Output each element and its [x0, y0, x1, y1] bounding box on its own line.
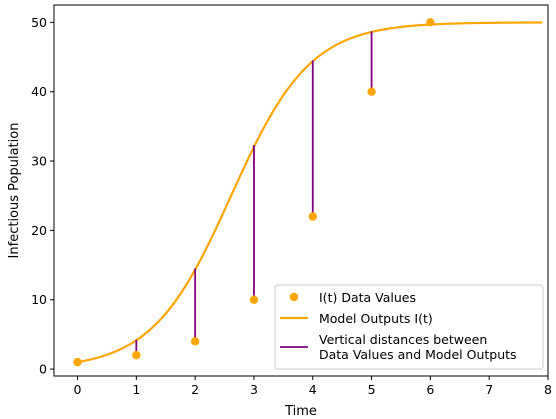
axes-layer: 0 1 2 3 4 5 6 7 8 0 10 20 30 40 50 Time Infectious Popul…	[7, 4, 552, 419]
x-tick-label: 2	[191, 382, 199, 397]
x-tick-label: 8	[544, 382, 552, 397]
legend-label-residual-line1: Vertical distances between	[319, 332, 487, 347]
x-tick-label: 3	[250, 382, 258, 397]
x-tick-label: 0	[74, 382, 82, 397]
data-point	[367, 87, 376, 96]
y-tick-label: 40	[31, 84, 47, 99]
x-tick-label: 1	[132, 382, 140, 397]
legend: I(t) Data Values Model Outputs I(t) Vertic…	[274, 284, 544, 370]
x-tick-label: 7	[485, 382, 493, 397]
data-point	[249, 295, 259, 304]
legend-label-model: Model Outputs I(t)	[319, 311, 433, 326]
y-tick-label: 0	[39, 362, 47, 377]
x-tick-label: 6	[426, 382, 434, 397]
data-point	[73, 357, 82, 367]
y-tick-label: 20	[31, 223, 47, 238]
data-point	[132, 350, 141, 360]
y-tick-label: 50	[31, 15, 47, 30]
y-axis-label: Infectious Population	[7, 123, 22, 259]
data-point	[308, 212, 317, 221]
y-tick-label: 30	[31, 154, 47, 169]
y-tick-label: 10	[31, 292, 47, 307]
x-axis-label: Time	[284, 404, 317, 419]
model-output-line	[77, 21, 543, 364]
legend-box	[274, 284, 544, 370]
data-point	[426, 18, 435, 27]
legend-label-residual-line2: Data Values and Model Outputs	[319, 347, 517, 362]
data-point	[190, 337, 200, 346]
x-tick-label: 5	[368, 382, 376, 397]
legend-label-data: I(t) Data Values	[319, 290, 416, 305]
plot-frame	[53, 4, 549, 377]
x-tick-label: 4	[309, 382, 317, 397]
legend-marker-data	[289, 292, 299, 302]
plot-layer	[73, 18, 543, 367]
